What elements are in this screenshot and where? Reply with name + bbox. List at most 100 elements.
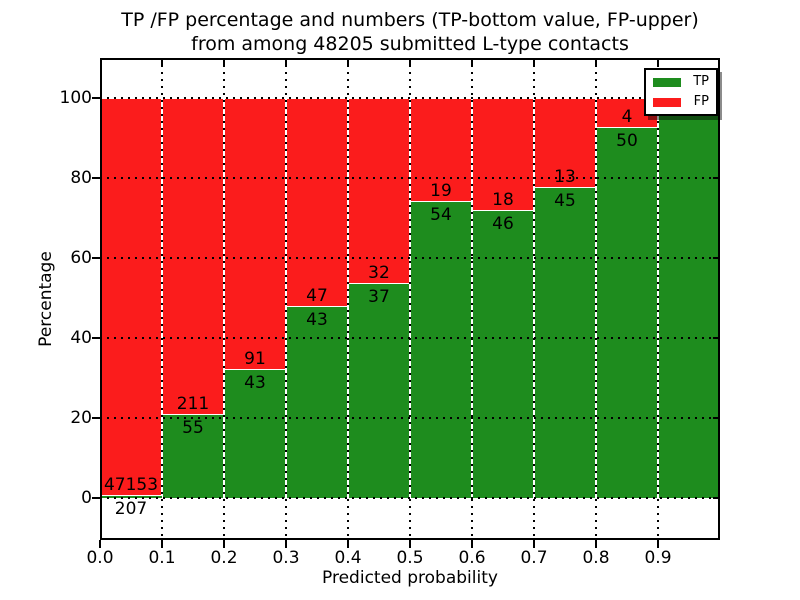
- tp-count-label: 45: [554, 190, 576, 211]
- x-tick-mark-top: [657, 58, 659, 65]
- tp-count-label: 43: [244, 372, 266, 393]
- legend-swatch-fp: [653, 97, 681, 107]
- y-tick-label: 0: [81, 488, 92, 508]
- x-tick-mark: [409, 540, 411, 548]
- x-tick-mark-top: [471, 58, 473, 65]
- chart-title-line2: from among 48205 submitted L-type contac…: [191, 33, 629, 55]
- tp-count-label: 55: [182, 418, 204, 439]
- gridline-horizontal: [100, 97, 720, 99]
- y-tick-label: 100: [59, 88, 92, 108]
- x-tick-mark: [161, 540, 163, 548]
- chart-title: TP /FP percentage and numbers (TP-bottom…: [90, 8, 730, 56]
- legend-label: FP: [693, 94, 709, 109]
- fp-count-label: 211: [176, 394, 210, 415]
- x-tick-label: 0.5: [396, 548, 424, 568]
- tp-bar-segment: [472, 210, 534, 498]
- y-tick-label: 80: [70, 168, 92, 188]
- fp-bar-segment: [286, 98, 348, 307]
- y-tick-mark-right: [713, 177, 720, 179]
- gridline-horizontal: [100, 497, 720, 499]
- x-tick-mark: [347, 540, 349, 548]
- gridline-vertical: [161, 58, 163, 540]
- x-tick-mark-top: [533, 58, 535, 65]
- fp-count-label: 47: [306, 285, 328, 306]
- x-tick-label: 0.7: [520, 548, 548, 568]
- y-tick-mark-right: [713, 417, 720, 419]
- x-tick-mark: [533, 540, 535, 548]
- x-tick-label: 0.0: [86, 548, 114, 568]
- tp-bar-segment: [534, 187, 596, 498]
- y-tick-mark-right: [713, 497, 720, 499]
- fp-bar-segment: [348, 98, 410, 284]
- gridline-vertical: [223, 58, 225, 540]
- gridline-vertical: [657, 58, 659, 540]
- tp-bar-segment: [286, 306, 348, 498]
- y-tick-label: 20: [70, 408, 92, 428]
- x-tick-mark-top: [409, 58, 411, 65]
- gridline-vertical: [471, 58, 473, 540]
- fp-count-label: 4: [621, 106, 633, 127]
- x-tick-label: 0.9: [644, 548, 672, 568]
- fp-bar-segment: [224, 98, 286, 370]
- x-tick-mark: [471, 540, 473, 548]
- x-tick-mark-top: [161, 58, 163, 65]
- x-tick-mark: [285, 540, 287, 548]
- tp-bar-segment: [162, 415, 224, 498]
- gridline-vertical: [595, 58, 597, 540]
- tp-count-label: 37: [368, 286, 390, 307]
- tp-bar-segment: [348, 283, 410, 498]
- x-axis-label: Predicted probability: [322, 568, 498, 588]
- y-tick-label: 60: [70, 248, 92, 268]
- gridline-horizontal: [100, 337, 720, 339]
- x-tick-label: 0.8: [582, 548, 610, 568]
- x-tick-mark-top: [223, 58, 225, 65]
- fp-count-label: 13: [554, 166, 576, 187]
- gridline-vertical: [285, 58, 287, 540]
- tp-count-label: 46: [492, 213, 514, 234]
- x-tick-mark-top: [285, 58, 287, 65]
- y-tick-mark: [92, 177, 100, 179]
- gridline-vertical: [347, 58, 349, 540]
- x-tick-mark: [595, 540, 597, 548]
- gridline-horizontal: [100, 177, 720, 179]
- gridline-vertical: [533, 58, 535, 540]
- x-tick-mark-top: [595, 58, 597, 65]
- tp-count-label: 50: [616, 130, 638, 151]
- tp-count-label: 207: [114, 499, 148, 520]
- tp-count-label: 43: [306, 309, 328, 330]
- gridline-horizontal: [100, 257, 720, 259]
- fp-count-label: 91: [244, 348, 266, 369]
- tp-count-label: 54: [430, 205, 452, 226]
- legend: TP FP: [644, 68, 718, 116]
- plot-area: 47153 207 211 55 91 43 47 43 32 37 19 54 18 46 13 45 4 50…: [100, 58, 720, 540]
- y-tick-mark: [92, 257, 100, 259]
- fp-count-label: 19: [430, 181, 452, 202]
- x-tick-label: 0.2: [210, 548, 238, 568]
- x-tick-label: 0.4: [334, 548, 362, 568]
- x-tick-mark: [99, 540, 101, 548]
- x-tick-label: 0.3: [272, 548, 300, 568]
- x-tick-label: 0.1: [148, 548, 176, 568]
- tp-bar-segment: [596, 127, 658, 498]
- legend-item: TP: [653, 75, 709, 89]
- x-tick-mark-top: [347, 58, 349, 65]
- x-tick-mark: [223, 540, 225, 548]
- chart-title-line1: TP /FP percentage and numbers (TP-bottom…: [121, 9, 699, 31]
- y-tick-mark: [92, 417, 100, 419]
- x-tick-label: 0.6: [458, 548, 486, 568]
- fp-bar-segment: [100, 98, 162, 497]
- legend-item: FP: [653, 95, 709, 109]
- y-tick-mark: [92, 97, 100, 99]
- gridline-horizontal: [100, 417, 720, 419]
- y-tick-mark-right: [713, 257, 720, 259]
- y-axis-label: Percentage: [36, 251, 56, 347]
- legend-swatch-tp: [653, 77, 681, 87]
- x-tick-mark: [657, 540, 659, 548]
- fp-count-label: 32: [368, 262, 390, 283]
- y-tick-mark: [92, 337, 100, 339]
- legend-label: TP: [693, 74, 709, 89]
- y-tick-mark-right: [713, 337, 720, 339]
- fp-count-label: 47153: [103, 475, 159, 496]
- tp-bar-segment: [410, 202, 472, 498]
- fp-count-label: 18: [492, 189, 514, 210]
